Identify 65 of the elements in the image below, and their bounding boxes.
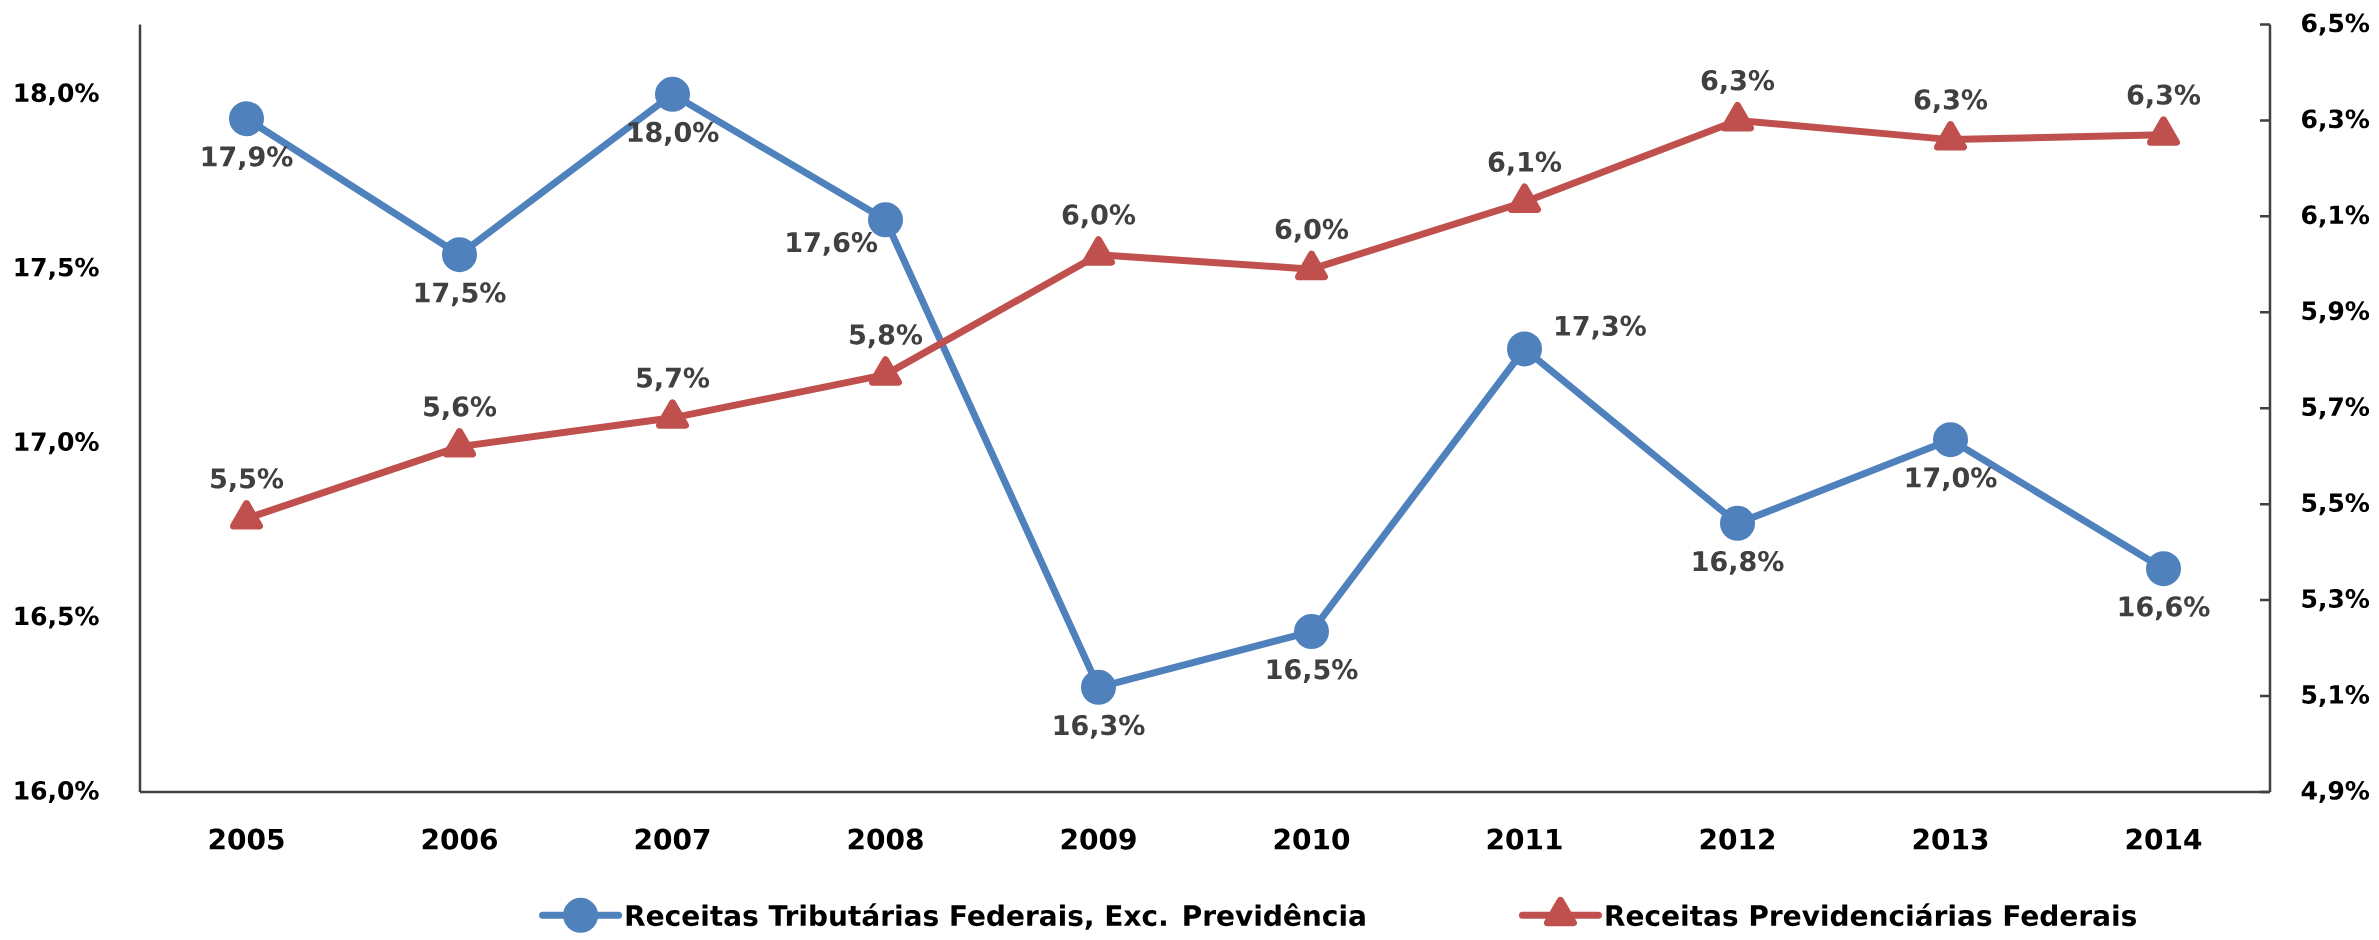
data-label: 5,5% [211, 468, 284, 493]
data-label: 17,6% [787, 231, 878, 256]
point [2146, 551, 2181, 587]
x-tick-label: 2012 [1700, 828, 1775, 850]
point [1934, 121, 1967, 151]
point [1082, 236, 1115, 266]
data-label: 16,6% [2119, 596, 2210, 621]
point [230, 500, 263, 530]
point [656, 399, 689, 429]
point [1294, 614, 1329, 650]
y2-tick-label: 6,1% [2302, 205, 2370, 228]
y2-tick-label: 4,9% [2301, 780, 2370, 804]
data-label: 16,3% [1054, 714, 1145, 739]
y2-tick-label: 5,7% [2302, 397, 2370, 420]
y2-tick-label: 5,1% [2302, 685, 2370, 708]
x-tick-label: 2011 [1487, 828, 1562, 850]
data-label: 16,8% [1693, 550, 1784, 575]
data-label: 6,3% [1701, 70, 1775, 94]
y2-tick-label: 6,3% [2302, 109, 2370, 132]
data-label: 6,0% [1062, 204, 1136, 229]
point [1933, 422, 1968, 458]
data-label: 6,3% [1914, 89, 1988, 114]
data-label: 17,0% [1906, 467, 1997, 492]
point [229, 101, 264, 137]
point [1721, 101, 1754, 132]
x-tick-label: 2014 [2126, 828, 2202, 850]
point [869, 356, 902, 386]
data-label: 17,5% [415, 282, 506, 307]
y-tick-label: 17,5% [15, 257, 99, 280]
y-tick-label: 18,0% [15, 83, 99, 106]
data-label: 6,1% [1488, 151, 1562, 176]
y2-tick-label: 5,5% [2302, 493, 2370, 516]
point [1507, 331, 1542, 367]
x-tick-label: 2006 [422, 828, 497, 850]
point [1720, 505, 1755, 541]
data-label: 17,9% [202, 146, 293, 171]
y2-tick-label: 5,9% [2302, 301, 2370, 324]
point [655, 76, 690, 112]
y-tick-label: 16,5% [15, 606, 99, 629]
point [1081, 669, 1116, 705]
data-label: 17,3% [1556, 315, 1646, 340]
point [443, 428, 476, 458]
x-tick-label: 2010 [1274, 828, 1350, 850]
legend-label: Receitas Previdenciárias Federais [1606, 903, 2136, 927]
data-label: 6,0% [1275, 218, 1349, 243]
x-tick-label: 2007 [635, 828, 710, 850]
y2-tick-label: 6,5% [2302, 13, 2370, 36]
point [1508, 183, 1541, 213]
point [1295, 250, 1328, 281]
x-tick-label: 2005 [209, 828, 284, 850]
point [2147, 116, 2180, 146]
data-label: 5,6% [424, 396, 497, 421]
y-tick-label: 17,0% [15, 432, 99, 455]
y-tick-label: 16,0% [15, 780, 99, 804]
point [442, 237, 477, 273]
data-label: 6,3% [2127, 84, 2201, 109]
data-label: 18,0% [628, 121, 719, 146]
x-tick-label: 2009 [1061, 828, 1136, 850]
x-tick-label: 2013 [1913, 828, 1988, 850]
y2-tick-label: 5,3% [2302, 589, 2370, 612]
data-label: 5,7% [637, 367, 710, 392]
legend-label: Receitas Tributárias Federais, Exc. Previdência [626, 903, 1365, 930]
x-tick-label: 2008 [848, 828, 923, 850]
data-label: 16,5% [1267, 659, 1358, 683]
data-label: 5,8% [850, 324, 923, 349]
